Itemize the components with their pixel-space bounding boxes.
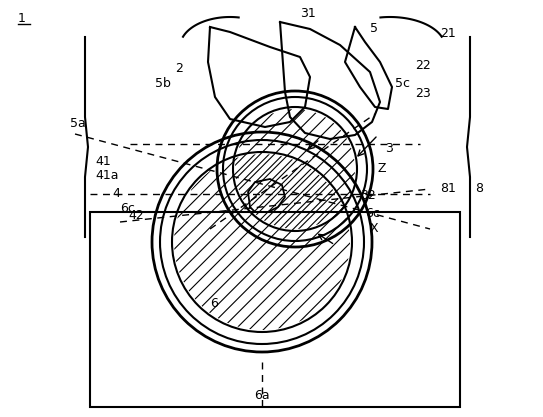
Text: 31: 31 (300, 7, 315, 20)
Text: 2: 2 (175, 62, 183, 75)
Text: 5a: 5a (70, 117, 86, 130)
Text: Z: Z (378, 162, 387, 175)
Text: 4: 4 (112, 187, 120, 200)
Text: 6: 6 (210, 297, 218, 310)
Text: 6a: 6a (254, 389, 270, 402)
Text: 81: 81 (440, 182, 456, 195)
Text: 41: 41 (95, 155, 111, 168)
Text: 22: 22 (415, 59, 431, 72)
Text: 3: 3 (385, 142, 393, 155)
Text: 5b: 5b (155, 77, 171, 90)
Text: 42: 42 (128, 209, 144, 222)
Text: 5c: 5c (395, 77, 410, 90)
Text: 1: 1 (18, 12, 26, 25)
Text: 6c: 6c (365, 207, 380, 220)
Text: 21: 21 (440, 27, 456, 40)
Text: 32: 32 (360, 189, 376, 202)
Text: 8: 8 (475, 182, 483, 195)
Text: X: X (370, 222, 378, 235)
Bar (90, 212, 460, 407)
Text: 23: 23 (415, 87, 431, 100)
Text: 41a: 41a (95, 169, 118, 182)
Text: 6c: 6c (120, 202, 135, 215)
Text: 5: 5 (370, 22, 378, 35)
